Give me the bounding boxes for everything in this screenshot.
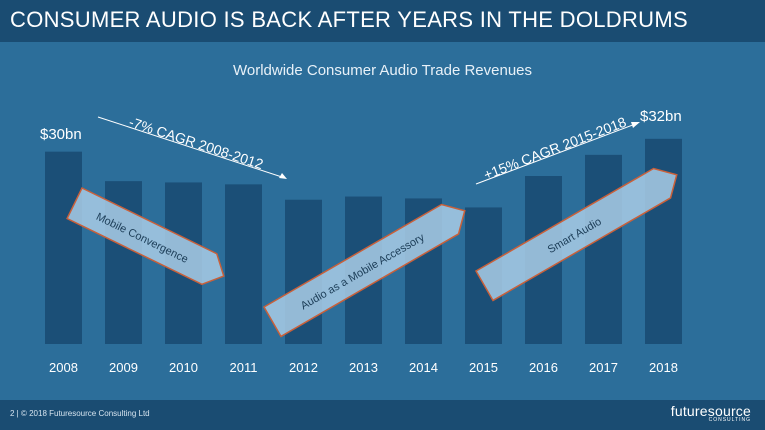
x-tick-2017: 2017 [589,360,618,375]
cagr-up-line [475,122,639,185]
x-tick-2013: 2013 [349,360,378,375]
arrow-mobile-convergence: Mobile Convergence [66,186,225,286]
title-bar: CONSUMER AUDIO IS BACK AFTER YEARS IN TH… [0,0,765,42]
slide-title: CONSUMER AUDIO IS BACK AFTER YEARS IN TH… [10,7,688,32]
cagr-down-line [97,116,286,179]
x-tick-2010: 2010 [169,360,198,375]
bar-2017 [585,154,622,344]
x-tick-2015: 2015 [469,360,498,375]
cagr-up-arrowhead [631,122,640,128]
bar-2011 [225,184,262,344]
x-tick-2014: 2014 [409,360,438,375]
chart-title: Worldwide Consumer Audio Trade Revenues [232,62,533,79]
x-tick-2009: 2009 [109,360,138,375]
footer-copyright: 2 | © 2018 Futuresource Consulting Ltd [10,409,150,418]
footer: 2 | © 2018 Futuresource Consulting Ltd f… [0,400,765,430]
value-label-2008: $30bn [40,126,82,143]
x-tick-2016: 2016 [529,360,558,375]
x-tick-2012: 2012 [289,360,318,375]
bar-chart: 2008 2009 2010 2011 2012 2013 2014 2015 2016 2017… [40,108,682,375]
logo-subtitle: CONSULTING [708,417,751,423]
logo-wordmark: futuresource [670,403,751,419]
futuresource-logo: futuresource CONSULTING [671,403,751,423]
cagr-down-arrowhead [279,173,287,179]
cagr-down-label: -7% CAGR 2008-2012 [127,114,265,173]
x-tick-2011: 2011 [230,360,258,375]
x-tick-2008: 2008 [49,360,78,375]
bar-2008 [45,151,82,344]
x-tick-labels: 2008 2009 2010 2011 2012 2013 2014 2015 2016 2017… [49,360,678,375]
value-label-2018: $32bn [640,108,682,125]
x-tick-2018: 2018 [649,360,678,375]
